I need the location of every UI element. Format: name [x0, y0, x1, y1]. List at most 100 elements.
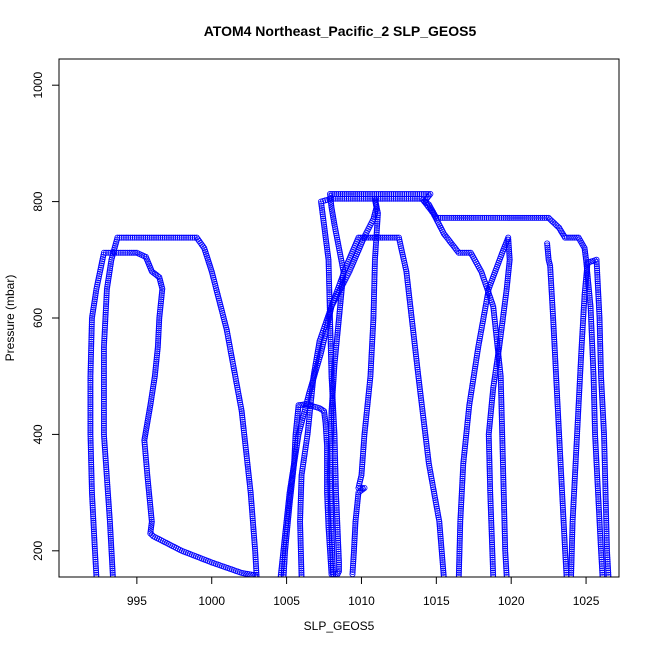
data-point	[102, 451, 109, 458]
data-point	[106, 507, 113, 514]
data-point	[322, 232, 329, 239]
data-point	[297, 512, 304, 519]
data-point	[489, 395, 496, 402]
data-point	[146, 499, 153, 506]
data-point	[591, 422, 598, 429]
data-point	[397, 191, 404, 198]
data-point	[329, 568, 336, 575]
data-point	[590, 377, 597, 384]
data-point	[370, 317, 377, 324]
data-point	[573, 451, 580, 458]
data-point	[240, 420, 247, 427]
data-point	[471, 365, 478, 372]
data-point	[427, 469, 434, 476]
data-point	[473, 357, 480, 364]
data-point	[456, 559, 463, 566]
data-point	[595, 502, 602, 509]
data-point	[604, 554, 611, 561]
data-point	[299, 463, 306, 470]
data-point	[551, 334, 558, 341]
data-point	[568, 565, 575, 572]
data-point	[418, 401, 425, 408]
data-point	[93, 287, 100, 294]
data-point	[240, 423, 247, 430]
data-point	[364, 191, 371, 198]
data-point	[328, 353, 335, 360]
data-point	[486, 472, 493, 479]
data-point	[602, 491, 609, 498]
data-point	[559, 496, 566, 503]
data-point	[142, 450, 149, 457]
data-point	[575, 397, 582, 404]
data-point	[228, 352, 235, 359]
data-point	[96, 271, 103, 278]
x-tick-label: 1025	[573, 594, 600, 608]
data-point	[570, 510, 577, 517]
data-point	[87, 358, 94, 365]
data-point	[280, 548, 287, 555]
data-point	[90, 302, 97, 309]
data-point	[456, 214, 463, 221]
data-point	[321, 228, 328, 235]
data-point	[337, 295, 344, 302]
data-point	[350, 552, 357, 559]
data-point	[327, 440, 334, 447]
data-point	[327, 474, 334, 481]
data-point	[87, 424, 94, 431]
data-point	[326, 291, 333, 298]
data-point	[550, 321, 557, 328]
data-point	[283, 522, 290, 529]
data-point	[322, 415, 329, 422]
data-point	[332, 228, 339, 235]
data-point	[318, 204, 325, 211]
data-point	[108, 554, 115, 561]
data-point	[438, 548, 445, 555]
data-point	[483, 214, 490, 221]
data-point	[369, 327, 376, 334]
data-point	[499, 459, 506, 466]
data-point	[601, 442, 608, 449]
data-point	[571, 488, 578, 495]
data-point	[587, 303, 594, 310]
data-point	[555, 422, 562, 429]
data-point	[506, 248, 513, 255]
data-point	[558, 474, 565, 481]
data-point	[483, 296, 490, 303]
data-point	[477, 331, 484, 338]
data-point	[87, 390, 94, 397]
data-point	[369, 325, 376, 332]
data-point	[322, 234, 329, 241]
data-point	[144, 474, 151, 481]
data-point	[106, 516, 113, 523]
data-point	[286, 491, 293, 498]
data-point	[498, 396, 505, 403]
data-point	[570, 507, 577, 514]
data-point	[240, 425, 247, 432]
data-point	[550, 314, 557, 321]
data-point	[249, 517, 256, 524]
data-point	[552, 362, 559, 369]
data-point	[501, 515, 508, 522]
data-point	[501, 519, 508, 526]
data-point	[571, 475, 578, 482]
data-point	[556, 444, 563, 451]
data-point	[564, 234, 571, 241]
data-point	[497, 333, 504, 340]
data-point	[575, 408, 582, 415]
data-point	[548, 295, 555, 302]
data-point	[594, 269, 601, 276]
data-point	[100, 254, 107, 261]
data-point	[180, 234, 187, 241]
data-point	[327, 450, 334, 457]
data-point	[150, 381, 157, 388]
data-point	[588, 325, 595, 332]
data-point	[338, 255, 345, 262]
data-point	[239, 418, 246, 425]
data-point	[297, 520, 304, 527]
data-point	[459, 469, 466, 476]
data-point	[104, 279, 111, 286]
data-point	[328, 401, 335, 408]
data-point	[351, 541, 358, 548]
data-point	[558, 480, 565, 487]
data-point	[589, 355, 596, 362]
